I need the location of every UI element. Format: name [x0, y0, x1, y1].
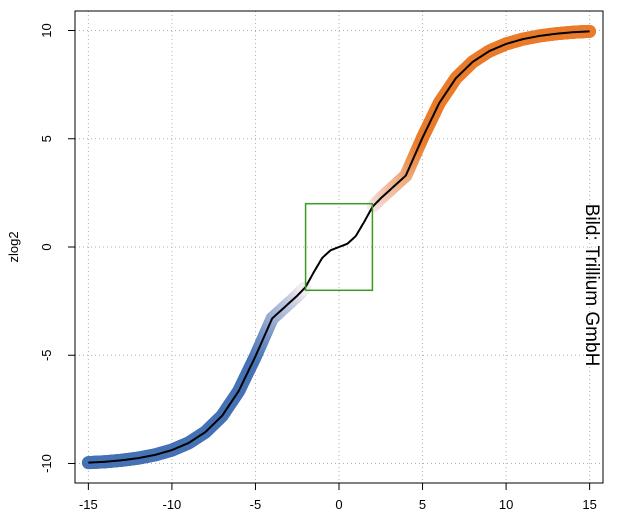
x-tick-label: -15 [79, 497, 98, 512]
x-axis: -15 -10 -5 0 5 10 15 [79, 483, 597, 512]
highlight-box [304, 202, 374, 292]
y-axis: -10 -5 0 5 10 [39, 23, 75, 473]
x-tick-label: -10 [163, 497, 182, 512]
x-tick-label: 15 [582, 497, 596, 512]
x-tick-label: -5 [250, 497, 262, 512]
sigmoid-curve-line [88, 30, 590, 464]
y-axis-title: zlog2 [6, 231, 21, 262]
y-tick-label: 10 [39, 23, 54, 37]
y-tick-label: -5 [39, 349, 54, 361]
y-tick-label: 0 [39, 243, 54, 250]
image-credit: Bild: Trillium GmbH [581, 204, 602, 367]
x-tick-label: 5 [419, 497, 426, 512]
x-tick-label: 0 [335, 497, 342, 512]
y-tick-label: -10 [39, 454, 54, 473]
y-tick-label: 5 [39, 135, 54, 142]
x-tick-label: 10 [499, 497, 513, 512]
